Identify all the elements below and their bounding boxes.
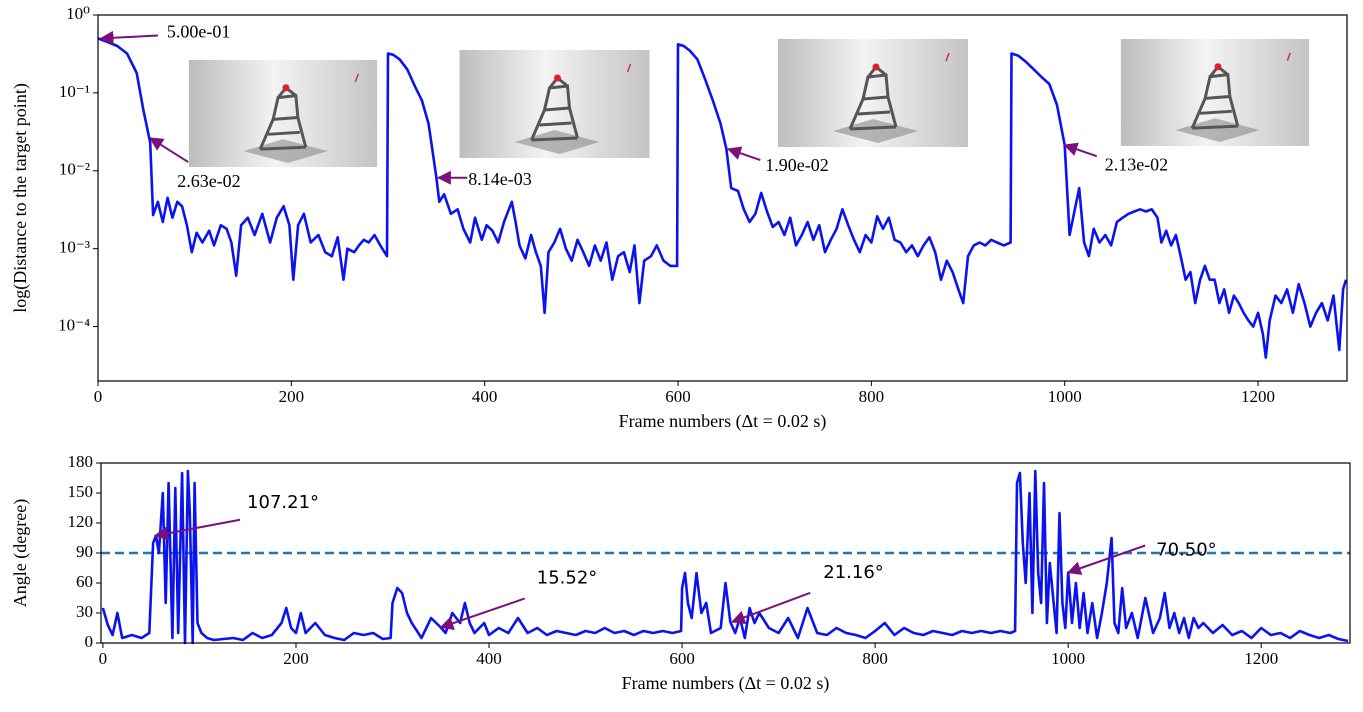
y-tick-label: 10⁻³	[59, 238, 90, 257]
annotation-arrow	[1063, 142, 1098, 158]
annotation-arrow	[1066, 544, 1146, 575]
annotation-label: 15.52°	[537, 567, 598, 588]
y-tick-label: 10⁻²	[59, 160, 90, 179]
x-tick-label: 800	[862, 649, 888, 668]
y-tick-label: 10⁻⁴	[58, 315, 90, 334]
annotation-label: 2.13e-02	[1105, 154, 1168, 174]
x-tick-label: 1200	[1244, 649, 1278, 668]
y-tick-label: 180	[68, 452, 94, 471]
annotation-arrow	[149, 137, 189, 163]
y-axis-label: Angle (degree)	[10, 499, 31, 607]
x-tick-label: 1000	[1048, 387, 1082, 406]
annotation-label: 1.90e-02	[765, 155, 828, 175]
annotation-arrow	[726, 146, 761, 162]
annotation-arrow	[153, 518, 241, 541]
x-tick-label: 600	[665, 387, 691, 406]
annotation-label: 2.63e-02	[177, 171, 240, 191]
x-tick-label: 800	[859, 387, 885, 406]
x-tick-label: 200	[279, 387, 305, 406]
y-tick-label: 150	[68, 482, 94, 501]
inset-image	[459, 50, 650, 158]
y-tick-label: 30	[76, 602, 93, 621]
inset-image	[188, 60, 378, 167]
y-tick-label: 90	[76, 542, 93, 561]
plot-frame	[97, 14, 1348, 382]
x-tick-label: 600	[669, 649, 695, 668]
y-axis-label: log(Distance to the target point)	[10, 83, 31, 313]
annotation-arrow	[99, 30, 158, 45]
x-tick-label: 0	[94, 387, 103, 406]
y-tick-label: 0	[85, 632, 94, 651]
inset-images	[188, 39, 1310, 167]
x-axis-label: Frame numbers (Δt = 0.02 s)	[622, 673, 830, 694]
annotation-label: 21.16°	[823, 562, 884, 583]
annotation-arrow	[730, 591, 811, 625]
annotation-arrow	[439, 597, 526, 630]
x-tick-label: 0	[99, 649, 108, 668]
annotation-label: 5.00e-01	[167, 22, 230, 42]
x-tick-label: 1200	[1241, 387, 1275, 406]
annotation-label: 70.50°	[1156, 540, 1217, 561]
data-line	[97, 37, 1348, 359]
annotation-label: 8.14e-03	[468, 169, 531, 189]
inset-image	[1120, 39, 1310, 146]
y-tick-label: 10⁰	[66, 4, 90, 23]
x-axis-label: Frame numbers (Δt = 0.02 s)	[619, 411, 827, 432]
x-tick-label: 400	[476, 649, 502, 668]
data-line	[101, 469, 1349, 645]
y-tick-label: 60	[76, 572, 93, 591]
x-tick-label: 200	[283, 649, 309, 668]
y-tick-label: 120	[68, 512, 94, 531]
annotation-label: 107.21°	[247, 492, 319, 513]
y-tick-label: 10⁻¹	[59, 82, 90, 101]
x-tick-label: 400	[472, 387, 498, 406]
inset-image	[778, 39, 968, 147]
x-tick-label: 1000	[1051, 649, 1085, 668]
